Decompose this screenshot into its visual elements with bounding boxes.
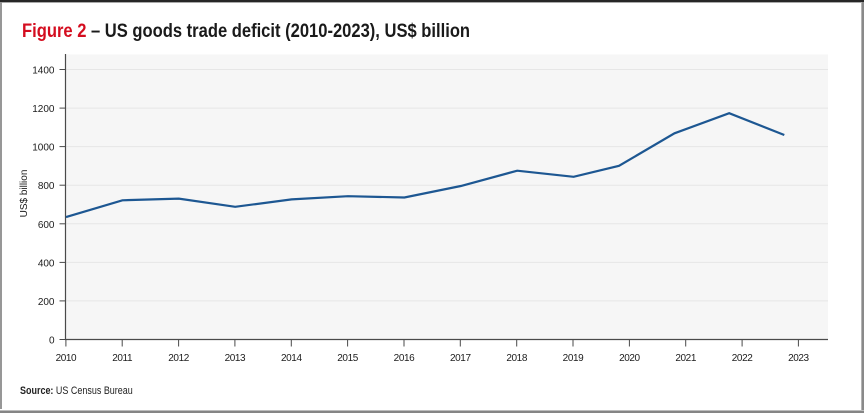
svg-text:600: 600 — [38, 220, 55, 231]
svg-text:2012: 2012 — [168, 353, 189, 364]
svg-text:2018: 2018 — [506, 353, 527, 364]
svg-text:2023: 2023 — [788, 353, 809, 364]
svg-text:1400: 1400 — [32, 66, 55, 77]
svg-text:2020: 2020 — [619, 353, 640, 364]
svg-text:2016: 2016 — [394, 353, 415, 364]
svg-text:2017: 2017 — [450, 353, 471, 364]
svg-text:0: 0 — [49, 336, 55, 347]
svg-text:2014: 2014 — [281, 353, 302, 364]
svg-text:2021: 2021 — [675, 353, 696, 364]
svg-text:800: 800 — [38, 181, 55, 192]
svg-text:2022: 2022 — [732, 353, 753, 364]
svg-text:2013: 2013 — [225, 353, 246, 364]
svg-text:200: 200 — [38, 297, 55, 308]
svg-text:2010: 2010 — [56, 353, 77, 364]
svg-text:1000: 1000 — [32, 143, 55, 154]
svg-text:2019: 2019 — [563, 353, 584, 364]
svg-text:1200: 1200 — [32, 104, 55, 115]
svg-text:2011: 2011 — [112, 353, 133, 364]
svg-text:2015: 2015 — [337, 353, 358, 364]
svg-text:400: 400 — [38, 258, 55, 269]
svg-text:US$ billion: US$ billion — [19, 170, 30, 218]
